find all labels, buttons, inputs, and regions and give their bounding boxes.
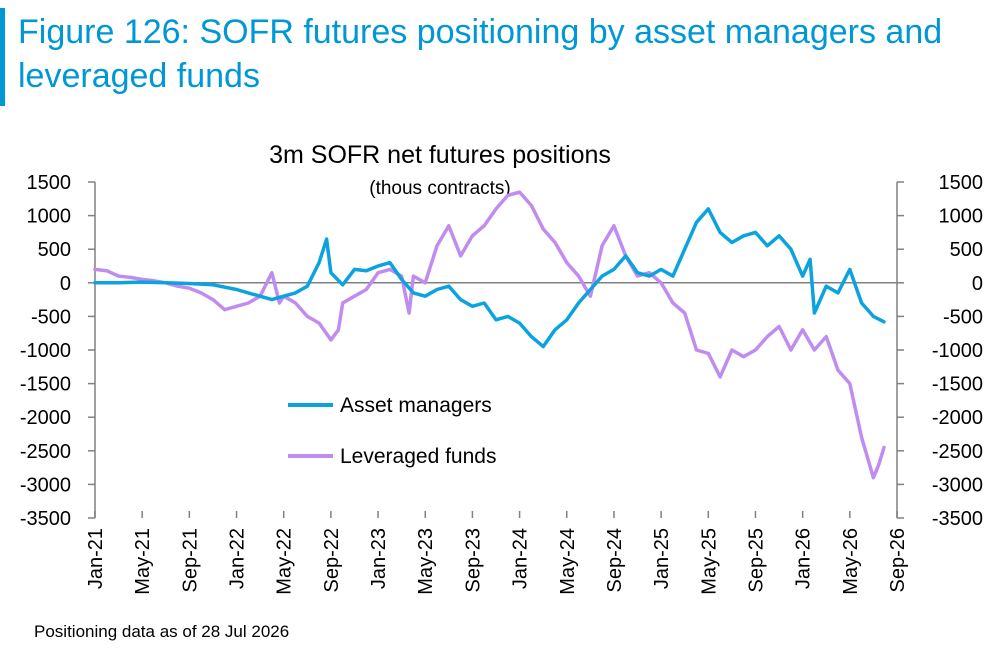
left-y-axis: 1500 1000 500 0 -500 -1000 -1500 -2000 -2500 -300…	[20, 172, 96, 530]
x-tick-label: May-21	[132, 528, 154, 595]
sofr-positions-chart: 3m SOFR net futures positions (thous con…	[20, 141, 984, 595]
x-axis: Jan-21 May-21 Sep-21 Jan-22 May-22 Sep-22 Jan-…	[85, 282, 909, 595]
right-y-axis: 1500 1000 500 0 -500 -1000 -1500 -2000 -2500 -300…	[896, 172, 984, 530]
x-tick-label: May-24	[557, 528, 579, 595]
legend-label: Asset managers	[340, 394, 492, 417]
series-layer	[93, 190, 886, 480]
chart-legend: Asset managers Leveraged funds	[288, 394, 496, 468]
legend-label: Leveraged funds	[340, 445, 496, 468]
y-tick-label-right: -2000	[932, 407, 983, 429]
series-line-leveraged-funds	[93, 190, 886, 480]
x-tick-label: Sep-21	[179, 528, 201, 593]
x-tick-label: Jan-22	[227, 528, 249, 589]
y-tick-label-right: -500	[943, 306, 983, 328]
y-tick-label-right: 0	[972, 273, 983, 295]
y-tick-label-left: 1500	[27, 172, 72, 194]
y-tick-label-left: -2000	[20, 407, 71, 429]
x-tick-label: Jan-21	[85, 528, 107, 589]
figure-title: Figure 126: SOFR futures positioning by …	[18, 13, 943, 95]
x-tick-label: Jan-24	[510, 528, 532, 589]
y-tick-label-left: -500	[31, 306, 71, 328]
y-tick-label-right: -1500	[932, 374, 983, 396]
x-tick-label: May-23	[415, 528, 437, 595]
y-tick-label-left: -1000	[20, 340, 71, 362]
x-tick-label: Sep-23	[462, 528, 484, 593]
x-tick-label: May-22	[274, 528, 296, 595]
x-tick-label: May-25	[698, 528, 720, 595]
y-tick-label-right: 1500	[939, 172, 984, 194]
x-tick-label: Sep-24	[604, 528, 626, 593]
x-tick-label: Jan-23	[368, 528, 390, 589]
y-tick-label-right: 1000	[939, 206, 984, 228]
chart-title: 3m SOFR net futures positions	[269, 141, 611, 169]
x-tick-label: Jan-26	[793, 528, 815, 589]
y-tick-label-right: -2500	[932, 441, 983, 463]
y-tick-label-left: 0	[60, 273, 71, 295]
series-line-asset-managers	[93, 207, 886, 349]
y-tick-label-right: 500	[950, 239, 983, 261]
x-tick-label: Sep-26	[887, 528, 909, 593]
y-tick-label-left: -1500	[20, 374, 71, 396]
x-tick-label: Sep-22	[321, 528, 343, 593]
chart-subtitle: (thous contracts)	[369, 178, 511, 199]
footnote: Positioning data as of 28 Jul 2026	[34, 622, 290, 641]
y-tick-label-right: -3500	[932, 508, 983, 530]
x-tick-label: May-26	[840, 528, 862, 595]
y-tick-label-left: -3500	[20, 508, 71, 530]
x-tick-label: Jan-25	[651, 528, 673, 589]
y-tick-label-left: -2500	[20, 441, 71, 463]
x-tick-label: Sep-25	[745, 528, 767, 593]
y-tick-label-right: -1000	[932, 340, 983, 362]
y-tick-label-left: 1000	[27, 206, 72, 228]
y-tick-label-left: 500	[38, 239, 71, 261]
y-tick-label-right: -3000	[932, 474, 983, 496]
title-accent-bar	[0, 8, 5, 106]
y-tick-label-left: -3000	[20, 474, 71, 496]
